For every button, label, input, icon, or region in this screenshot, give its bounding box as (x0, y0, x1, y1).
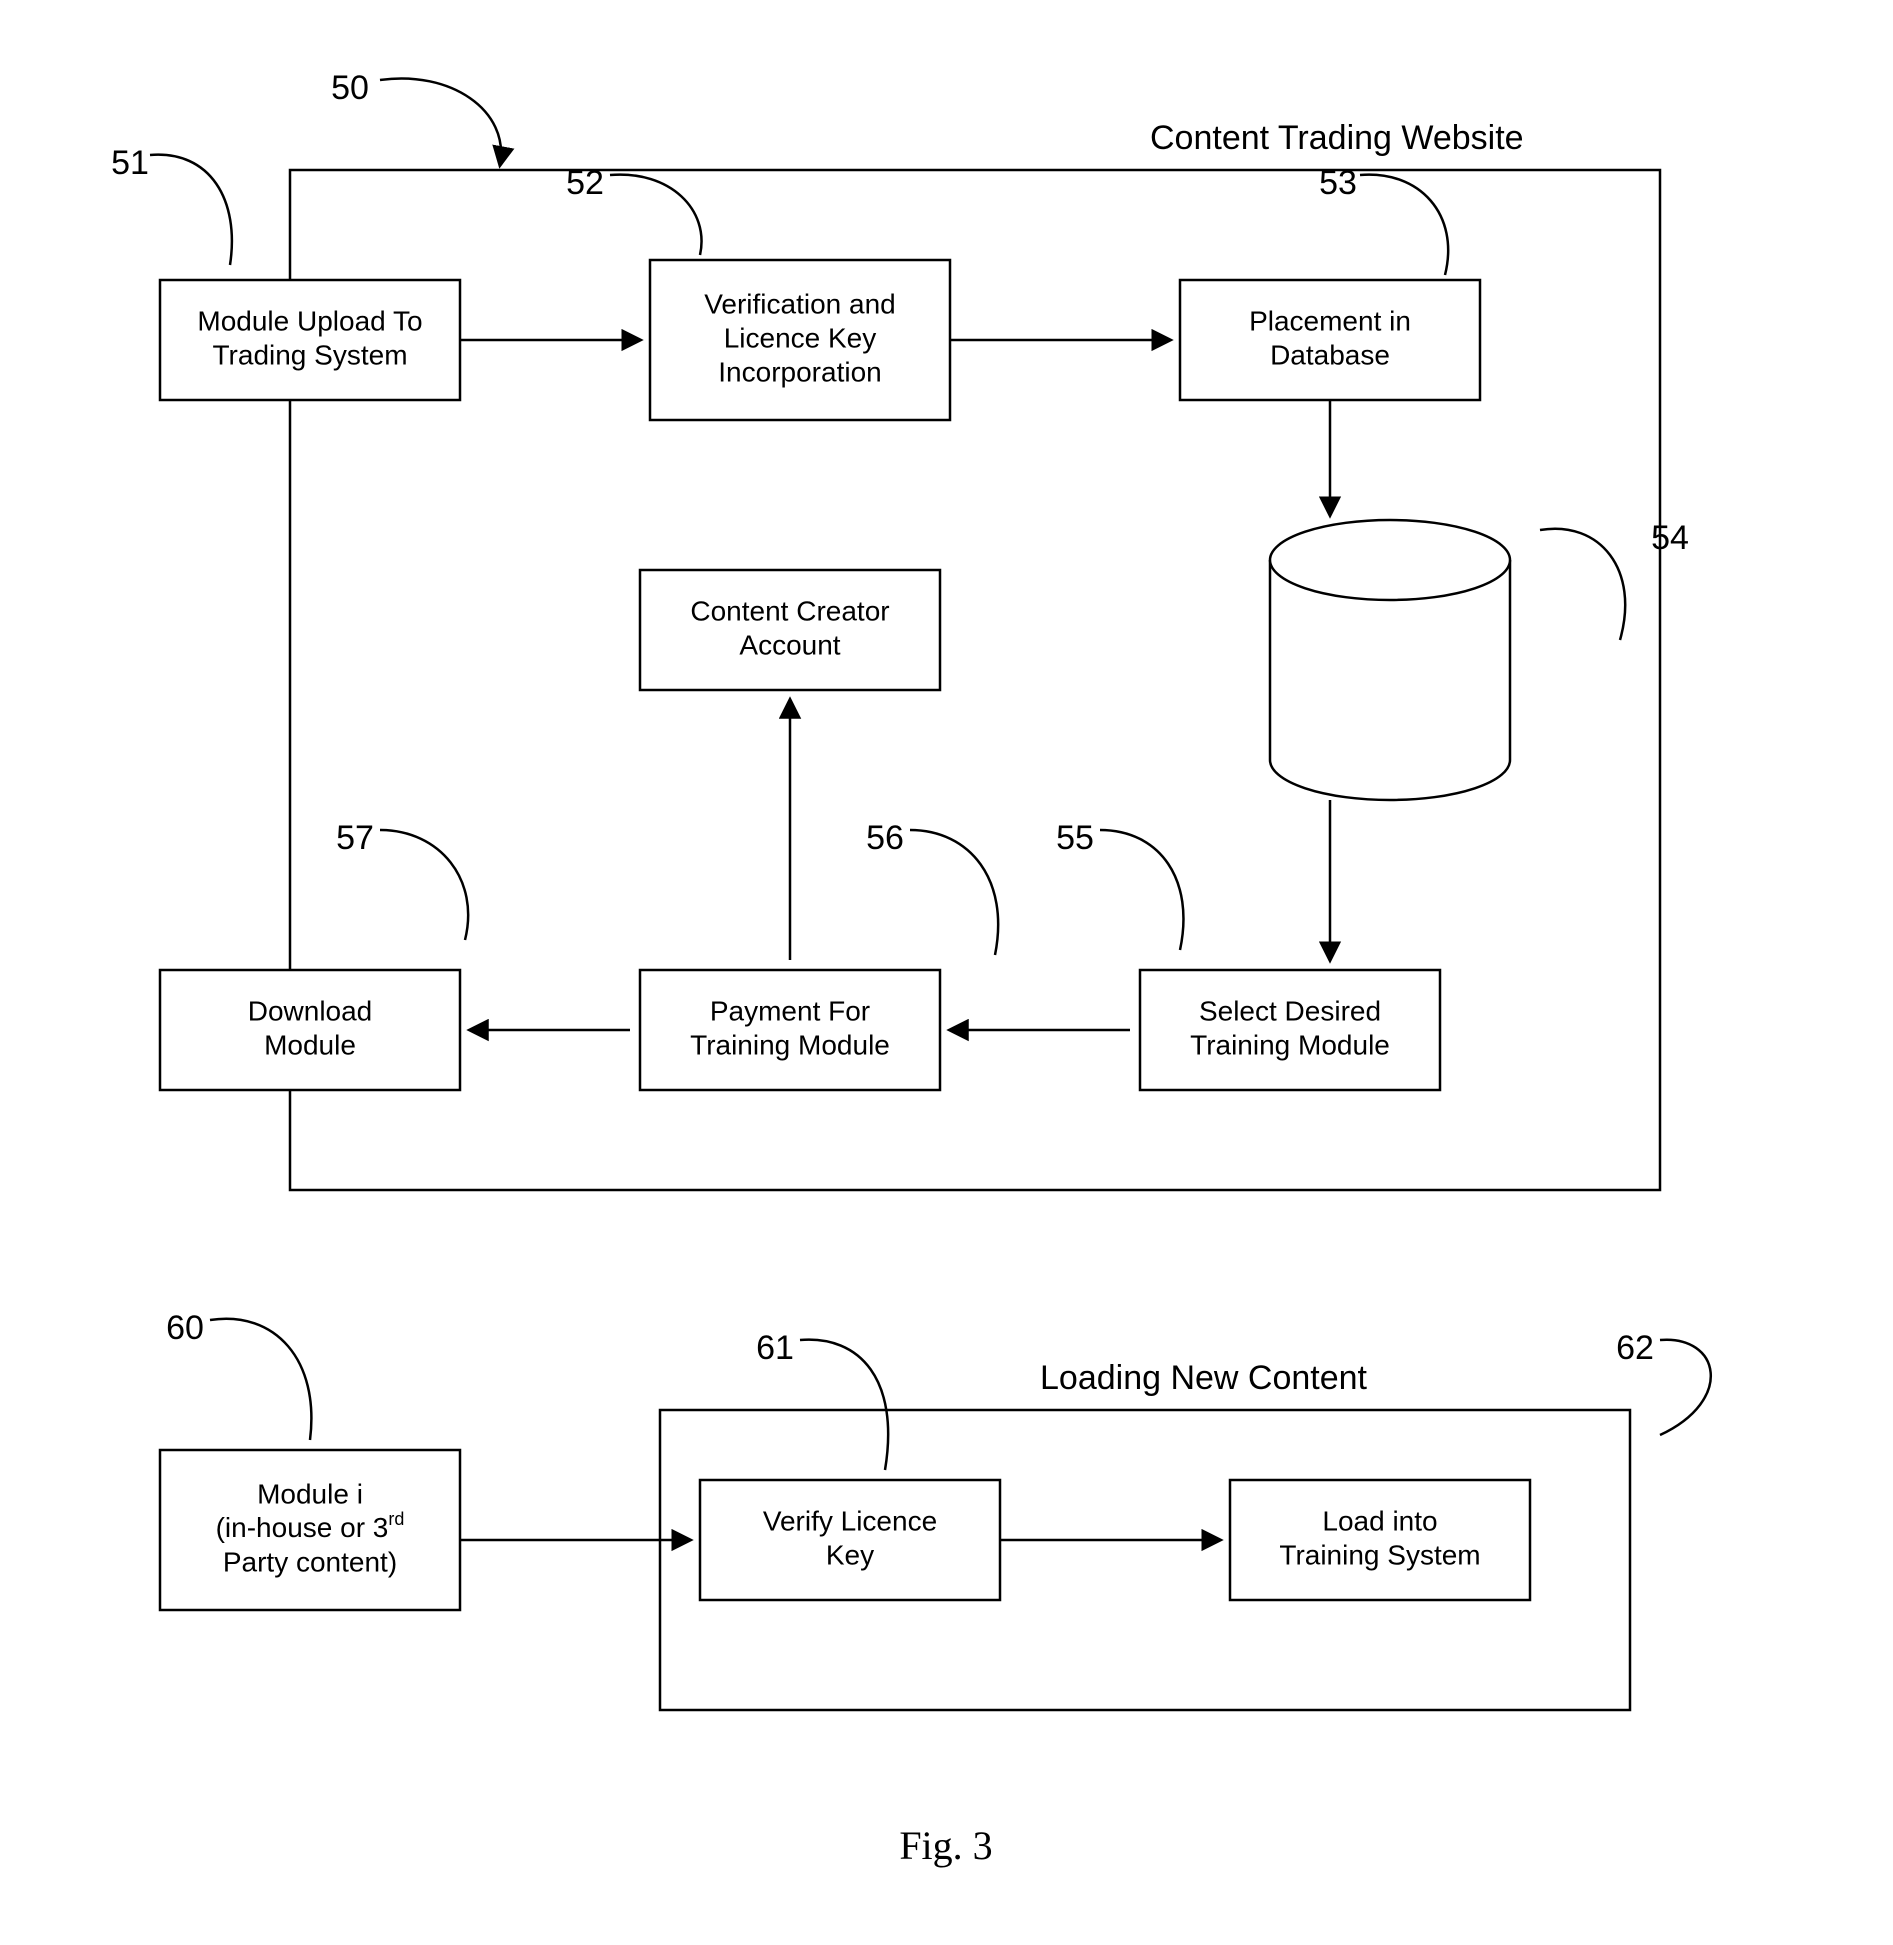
verify-label-1: Licence Key (724, 322, 877, 353)
ref-55: 55 (1056, 819, 1094, 857)
ref-62: 62 (1616, 1329, 1654, 1367)
module_i-label-1: (in-house or 3rd (216, 1509, 405, 1544)
place_db-label-1: Database (1270, 339, 1390, 370)
payment-label-1: Training Module (690, 1029, 890, 1060)
creator-label-1: Account (739, 629, 840, 660)
ref-61: 61 (756, 1329, 794, 1367)
ref-53: 53 (1319, 164, 1357, 202)
ref-50: 50 (331, 69, 369, 107)
leader-61 (800, 1340, 888, 1470)
download-label-1: Module (264, 1029, 356, 1060)
diagram-canvas: 54 Module Upload ToTrading System 51 Verifi… (0, 0, 1893, 1945)
ref-60: 60 (166, 1309, 204, 1347)
load_sys-label-0: Load into (1322, 1505, 1437, 1536)
leader-53 (1360, 175, 1448, 275)
leader-60 (210, 1319, 311, 1440)
select-label-0: Select Desired (1199, 995, 1381, 1026)
module_i-label-2: Party content) (223, 1546, 397, 1577)
verify_key-label-1: Key (826, 1539, 874, 1570)
place_db-label-0: Placement in (1249, 305, 1411, 336)
leader-57 (380, 830, 468, 940)
select-label-1: Training Module (1190, 1029, 1390, 1060)
module_i-label-0: Module i (257, 1478, 363, 1509)
leader-56 (910, 830, 998, 955)
verify-label-0: Verification and (704, 288, 895, 319)
leader-51 (150, 155, 232, 265)
ref-51: 51 (111, 144, 149, 182)
leader-55 (1100, 830, 1183, 950)
title-loading-new: Loading New Content (1040, 1359, 1368, 1397)
leader-54 (1540, 529, 1625, 640)
ref-56: 56 (866, 819, 904, 857)
verify-label-2: Incorporation (718, 356, 881, 387)
ref-54: 54 (1651, 519, 1689, 557)
upload-label-0: Module Upload To (197, 305, 422, 336)
creator-label-0: Content Creator (690, 595, 889, 626)
leader-50 (380, 78, 501, 165)
verify_key-label-0: Verify Licence (763, 1505, 937, 1536)
download-label-0: Download (248, 995, 373, 1026)
ref-57: 57 (336, 819, 374, 857)
load_sys-label-1: Training System (1279, 1539, 1480, 1570)
ref-52: 52 (566, 164, 604, 202)
database-cylinder-top (1270, 520, 1510, 600)
title-content-trading: Content Trading Website (1150, 119, 1524, 157)
figure-caption: Fig. 3 (899, 1823, 992, 1868)
upload-label-1: Trading System (212, 339, 407, 370)
leader-62 (1660, 1340, 1711, 1435)
payment-label-0: Payment For (710, 995, 870, 1026)
leader-52 (610, 175, 702, 255)
